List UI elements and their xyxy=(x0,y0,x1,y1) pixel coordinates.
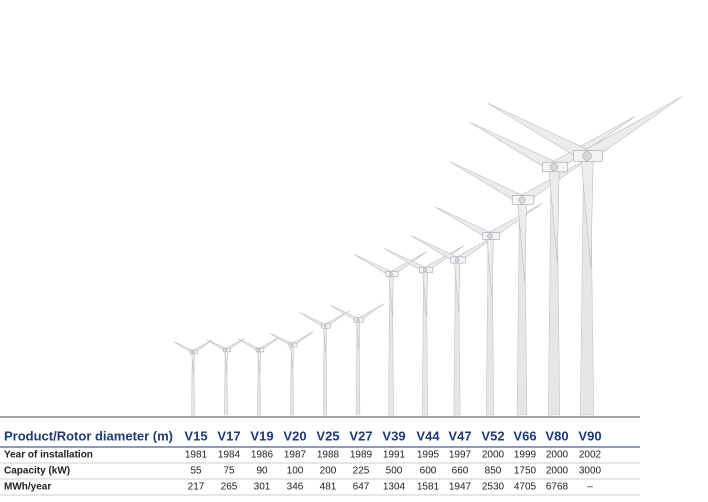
header-cell: V25 xyxy=(316,428,339,443)
cell: 2002 xyxy=(579,450,602,461)
header-cell: V15 xyxy=(184,428,207,443)
cell: 647 xyxy=(353,482,370,493)
header-cell: V66 xyxy=(513,428,536,443)
cell: 2000 xyxy=(546,466,569,477)
cell: 346 xyxy=(287,482,304,493)
cell: 1981 xyxy=(185,450,208,461)
spec-table: Product/Rotor diameter (m) V15 V17 V19 V20 V2… xyxy=(4,428,602,492)
cell: 301 xyxy=(254,482,271,493)
row-label: MWh/year xyxy=(4,482,51,493)
header-cell: V19 xyxy=(250,428,273,443)
header-cell: V44 xyxy=(416,428,440,443)
hub xyxy=(549,162,559,172)
header-cell: V27 xyxy=(349,428,372,443)
cell: 1997 xyxy=(449,450,472,461)
cell: 1986 xyxy=(251,450,274,461)
cell: 850 xyxy=(485,466,502,477)
cell: 660 xyxy=(452,466,469,477)
hub xyxy=(224,348,228,352)
cell: – xyxy=(587,482,593,493)
hub xyxy=(389,272,393,276)
cell: 2000 xyxy=(482,450,505,461)
header-cell: V52 xyxy=(481,428,504,443)
hub xyxy=(257,348,261,352)
cell: 1987 xyxy=(284,450,307,461)
hub xyxy=(422,267,428,273)
cell: 1995 xyxy=(417,450,440,461)
hub xyxy=(191,350,195,354)
cell: 500 xyxy=(386,466,403,477)
cell: 200 xyxy=(320,466,337,477)
row-label: Year of installation xyxy=(4,450,93,461)
cell: 3000 xyxy=(579,466,602,477)
hub xyxy=(487,233,493,239)
cell: 1750 xyxy=(514,466,537,477)
hub xyxy=(582,151,592,161)
hub xyxy=(323,324,327,328)
cell: 1999 xyxy=(514,450,537,461)
header-cell: V20 xyxy=(283,428,306,443)
hub xyxy=(290,343,294,347)
header-cell: V90 xyxy=(578,428,601,443)
cell: 90 xyxy=(256,466,268,477)
cell: 1984 xyxy=(218,450,241,461)
header-cell: V39 xyxy=(382,428,405,443)
cell: 1947 xyxy=(449,482,472,493)
cell: 1304 xyxy=(383,482,406,493)
row-label: Capacity (kW) xyxy=(4,466,70,477)
cell: 4705 xyxy=(514,482,537,493)
cell: 1988 xyxy=(317,450,340,461)
cell: 1581 xyxy=(417,482,440,493)
cell: 75 xyxy=(223,466,235,477)
cell: 55 xyxy=(190,466,202,477)
header-label: Product/Rotor diameter (m) xyxy=(4,428,173,443)
turbines xyxy=(173,96,683,416)
cell: 100 xyxy=(287,466,304,477)
cell: 2000 xyxy=(546,450,569,461)
header-cell: V47 xyxy=(448,428,471,443)
cell: 265 xyxy=(221,482,238,493)
header-cell: V17 xyxy=(217,428,240,443)
cell: 6768 xyxy=(546,482,569,493)
hub xyxy=(454,257,460,263)
cell: 1991 xyxy=(383,450,406,461)
cell: 1989 xyxy=(350,450,373,461)
cell: 225 xyxy=(353,466,370,477)
cell: 481 xyxy=(320,482,337,493)
cell: 600 xyxy=(420,466,437,477)
hub xyxy=(518,196,526,204)
cell: 217 xyxy=(188,482,205,493)
cell: 2530 xyxy=(482,482,505,493)
header-cell: V80 xyxy=(545,428,568,443)
hub xyxy=(356,318,360,322)
